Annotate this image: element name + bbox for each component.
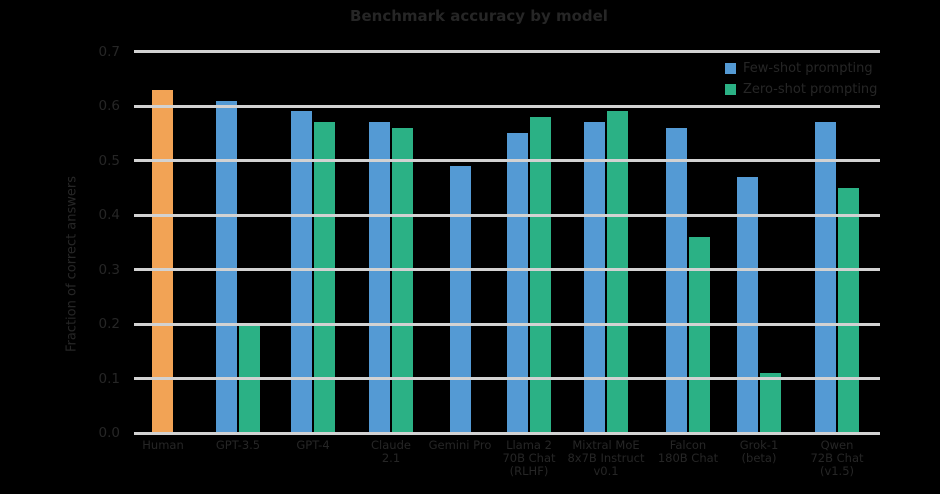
y-tick-label: 0.6 xyxy=(98,98,120,114)
x-category-label-line: Mixtral MoE xyxy=(572,438,640,452)
x-category-label-line: (RLHF) xyxy=(509,464,549,478)
x-category-label-line: GPT-3.5 xyxy=(215,438,261,452)
x-category-label-line: Claude xyxy=(371,438,411,452)
y-tick-label: 0.4 xyxy=(98,207,120,223)
bar-few-shot xyxy=(737,176,758,433)
legend-item-zero-shot: Zero-shot prompting xyxy=(725,79,877,100)
chart-title: Benchmark accuracy by model xyxy=(350,7,608,25)
bar-few-shot xyxy=(216,100,237,433)
x-category-label-line: Grok-1 xyxy=(739,438,779,452)
bar-zero-shot xyxy=(838,187,859,433)
x-category-label: Claude 2.1 xyxy=(371,439,411,465)
x-category-label-line: (v1.5) xyxy=(819,464,855,478)
y-tick-label: 0.1 xyxy=(98,370,120,387)
few-shot-swatch-icon xyxy=(725,63,736,74)
bar-human xyxy=(152,89,173,433)
x-category-label-line: 70B Chat xyxy=(502,451,556,465)
bar-zero-shot xyxy=(314,122,335,433)
x-category-label: Llama 2 70B Chat (RLHF) xyxy=(502,439,555,478)
bar-few-shot xyxy=(584,122,605,433)
bar-zero-shot xyxy=(689,236,710,433)
x-category-label-line: Qwen xyxy=(820,438,854,452)
x-category-label: GPT-3.5 xyxy=(216,439,260,452)
y-tick-label: 0.3 xyxy=(98,261,120,278)
x-category-label: Human xyxy=(142,439,183,452)
y-tick-label: 0.5 xyxy=(98,152,120,169)
gridline xyxy=(134,268,880,271)
bar-zero-shot xyxy=(530,116,551,433)
gridline xyxy=(134,431,880,435)
x-category-label-line: v0.1 xyxy=(593,464,619,478)
bar-zero-shot xyxy=(607,111,628,433)
legend-item-few-shot: Few-shot prompting xyxy=(725,58,877,79)
x-category-label: Falcon 180B Chat xyxy=(658,439,718,465)
y-axis-label: Fraction of correct answers xyxy=(64,175,80,353)
x-category-label: GPT-4 xyxy=(296,439,329,452)
x-category-label-line: 2.1 xyxy=(381,451,401,465)
x-category-label-line: 8x7B Instruct xyxy=(567,451,645,465)
y-tick-label: 0.7 xyxy=(98,43,120,60)
gridline xyxy=(134,159,880,162)
legend: Few-shot prompting Zero-shot prompting xyxy=(725,58,877,100)
bar-few-shot xyxy=(291,111,312,433)
bar-few-shot xyxy=(507,133,528,433)
y-tick-label: 0.2 xyxy=(98,316,120,332)
gridline xyxy=(134,50,880,53)
x-category-label-line: Gemini Pro xyxy=(428,438,492,452)
bar-zero-shot xyxy=(760,373,781,433)
y-tick-label: 0.0 xyxy=(98,425,120,441)
x-category-label: Qwen 72B Chat (v1.5) xyxy=(810,439,863,478)
bar-few-shot xyxy=(666,127,687,433)
bar-few-shot xyxy=(815,122,836,433)
bar-few-shot xyxy=(450,165,471,433)
gridline xyxy=(134,213,880,217)
zero-shot-swatch-icon xyxy=(725,84,736,95)
x-category-label-line: Falcon xyxy=(669,438,707,452)
x-category-label-line: 180B Chat xyxy=(657,451,719,465)
x-category-label-line: Human xyxy=(142,438,184,452)
x-category-label-line: 72B Chat xyxy=(810,451,864,465)
x-category-label-line: Llama 2 xyxy=(506,438,552,452)
x-category-label: Mixtral MoE 8x7B Instruct v0.1 xyxy=(567,439,644,478)
legend-label: Zero-shot prompting xyxy=(743,82,878,97)
x-category-label-line: GPT-4 xyxy=(296,438,330,452)
gridline xyxy=(134,377,880,380)
bar-zero-shot xyxy=(392,127,413,433)
x-category-label: Gemini Pro xyxy=(429,439,492,452)
x-category-label-line: (beta) xyxy=(741,451,777,465)
gridline xyxy=(134,322,880,326)
bar-few-shot xyxy=(369,122,390,433)
gridline xyxy=(134,104,880,108)
legend-label: Few-shot prompting xyxy=(743,61,873,76)
x-category-label: Grok-1 (beta) xyxy=(740,439,779,465)
